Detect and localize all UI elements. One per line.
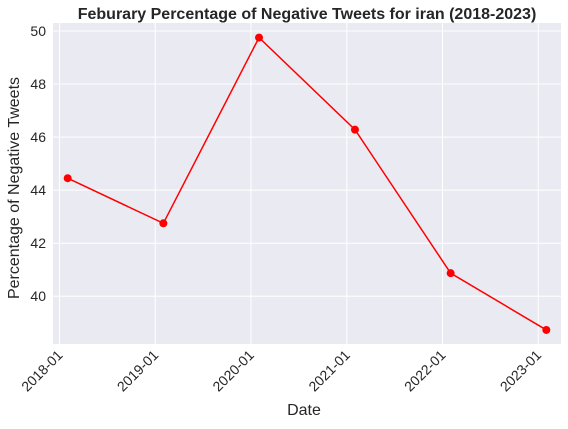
x-tick-label: 2023-01 xyxy=(497,347,545,395)
series-line xyxy=(67,36,547,331)
data-point xyxy=(542,325,551,334)
x-tick-label: 2022-01 xyxy=(401,347,449,395)
x-tick-label: 2019-01 xyxy=(114,347,162,395)
data-point xyxy=(63,174,72,183)
y-tick-label: 42 xyxy=(30,235,46,251)
x-tick-label: 2018-01 xyxy=(18,347,66,395)
chart-title: Feburary Percentage of Negative Tweets f… xyxy=(78,6,537,23)
grid xyxy=(53,23,561,344)
data-point xyxy=(350,125,359,134)
series-layer xyxy=(63,33,551,334)
data-point xyxy=(159,219,168,228)
x-axis-label: Date xyxy=(287,402,321,419)
data-point xyxy=(446,269,455,278)
y-tick-label: 50 xyxy=(30,23,46,39)
y-tick-label: 48 xyxy=(30,76,46,92)
data-point xyxy=(255,33,264,42)
x-tick-label: 2021-01 xyxy=(305,347,353,395)
y-tick-label: 44 xyxy=(30,182,46,198)
x-tick-label: 2020-01 xyxy=(209,347,257,395)
y-tick-label: 40 xyxy=(30,288,46,304)
y-tick-label: 46 xyxy=(30,129,46,145)
y-axis-label: Percentage of Negative Tweets xyxy=(6,77,23,299)
plot-background xyxy=(53,23,561,344)
